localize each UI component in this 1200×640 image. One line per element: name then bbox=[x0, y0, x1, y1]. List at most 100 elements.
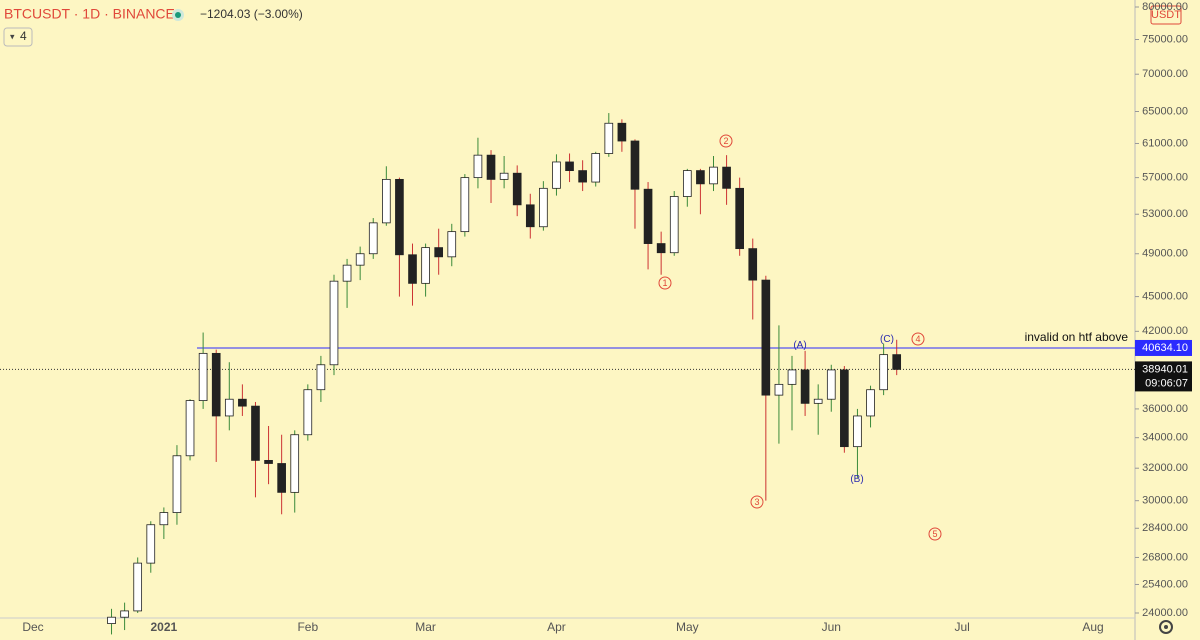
y-tick-label: 70000.00 bbox=[1142, 68, 1188, 80]
candle-body bbox=[395, 178, 404, 256]
candle-body bbox=[853, 415, 862, 448]
level-label-box bbox=[1135, 339, 1192, 356]
y-tick-label: 57000.00 bbox=[1142, 172, 1188, 184]
candle-body bbox=[696, 170, 705, 185]
candle-body bbox=[709, 166, 718, 185]
price-change: −1204.03 (−3.00%) bbox=[200, 7, 303, 21]
candle-body bbox=[316, 364, 326, 391]
candle-body bbox=[552, 161, 561, 189]
candle-body bbox=[107, 616, 116, 624]
wave-circle bbox=[658, 276, 672, 290]
candle-body bbox=[421, 247, 430, 284]
wave-label: 5 bbox=[932, 529, 937, 539]
y-tick-label: 80000.00 bbox=[1142, 1, 1188, 13]
candle-body bbox=[460, 177, 470, 233]
candle-body bbox=[813, 398, 823, 404]
indicator-arrow: ▾ bbox=[10, 31, 15, 41]
candle-body bbox=[525, 204, 535, 228]
level-note: invalid on htf above bbox=[1025, 330, 1129, 344]
x-tick-label: Apr bbox=[547, 620, 566, 634]
y-tick-label: 45000.00 bbox=[1142, 291, 1188, 303]
wave-label: 2 bbox=[723, 136, 728, 146]
candle-body bbox=[539, 187, 548, 228]
wave-label: 1 bbox=[662, 278, 667, 288]
candle-body bbox=[617, 122, 627, 142]
candle-body bbox=[198, 352, 208, 401]
wave-label: (B) bbox=[850, 474, 863, 485]
wave-label: 4 bbox=[915, 334, 920, 344]
x-tick-label: 2021 bbox=[151, 620, 178, 634]
candle-body bbox=[120, 610, 129, 618]
x-tick-label: Mar bbox=[415, 620, 436, 634]
x-tick-label: Dec bbox=[22, 620, 43, 634]
candle-body bbox=[643, 188, 653, 244]
candle-body bbox=[787, 369, 797, 385]
candle-body bbox=[630, 140, 640, 190]
y-tick-label: 75000.00 bbox=[1142, 33, 1188, 45]
y-tick-label: 32000.00 bbox=[1142, 462, 1188, 474]
candle-body bbox=[866, 389, 875, 417]
symbol-title: BTCUSDT · 1D · BINANCE bbox=[4, 6, 175, 22]
candle-body bbox=[159, 512, 169, 526]
candle-body bbox=[669, 196, 679, 254]
indicator-toggle[interactable] bbox=[3, 27, 33, 47]
candle-body bbox=[185, 400, 195, 457]
candle-body bbox=[355, 253, 365, 266]
candle-body bbox=[342, 264, 352, 282]
y-tick-label: 34000.00 bbox=[1142, 432, 1188, 444]
candle-body bbox=[473, 154, 483, 179]
candle-body bbox=[290, 434, 300, 493]
candle-body bbox=[656, 243, 666, 254]
candle-body bbox=[172, 455, 182, 513]
currency-label: USDT bbox=[1151, 9, 1181, 21]
y-tick-label: 26800.00 bbox=[1142, 551, 1188, 563]
candle-body bbox=[251, 405, 260, 461]
candle-body bbox=[879, 354, 888, 391]
candle-body bbox=[434, 247, 444, 258]
wave-label: (A) bbox=[793, 340, 806, 351]
candle-body bbox=[368, 222, 378, 255]
candle-body bbox=[499, 172, 509, 180]
y-tick-label: 53000.00 bbox=[1142, 208, 1188, 220]
candle-body bbox=[447, 231, 457, 258]
x-tick-label: Aug bbox=[1082, 620, 1103, 634]
candle-body bbox=[238, 398, 247, 407]
last-price-label: 38940.01 bbox=[1142, 363, 1188, 375]
wave-label: 3 bbox=[754, 497, 759, 507]
candle-body bbox=[211, 352, 221, 417]
candle-body bbox=[578, 170, 587, 183]
candle-body bbox=[224, 398, 234, 417]
candle-body bbox=[800, 369, 810, 404]
level-label: 40634.10 bbox=[1142, 342, 1188, 354]
countdown-label: 09:06:07 bbox=[1145, 377, 1188, 389]
candle-body bbox=[591, 153, 601, 183]
candle-body bbox=[892, 354, 902, 370]
candle-body bbox=[735, 187, 744, 250]
y-tick-label: 42000.00 bbox=[1142, 325, 1188, 337]
candle-body bbox=[774, 383, 784, 396]
candle-body bbox=[722, 166, 731, 189]
candle-body bbox=[565, 161, 574, 172]
x-tick-label: Jun bbox=[822, 620, 841, 634]
candle-body bbox=[277, 463, 286, 493]
candle-body bbox=[329, 280, 339, 366]
wave-circle bbox=[719, 134, 733, 148]
candle-body bbox=[486, 154, 496, 180]
y-tick-label: 24000.00 bbox=[1142, 607, 1188, 619]
candle-body bbox=[748, 248, 758, 281]
x-tick-label: Jul bbox=[954, 620, 969, 634]
last-price-box bbox=[1135, 361, 1192, 392]
candle-body bbox=[604, 122, 614, 154]
candle-body bbox=[264, 459, 273, 464]
currency-box[interactable] bbox=[1150, 5, 1182, 25]
y-tick-label: 25400.00 bbox=[1142, 578, 1188, 590]
y-tick-label: 49000.00 bbox=[1142, 248, 1188, 260]
y-tick-label: 30000.00 bbox=[1142, 495, 1188, 507]
candle-body bbox=[840, 369, 849, 448]
candle-body bbox=[682, 170, 692, 197]
settings-gear[interactable] bbox=[1159, 620, 1173, 634]
wave-circle bbox=[928, 527, 942, 541]
